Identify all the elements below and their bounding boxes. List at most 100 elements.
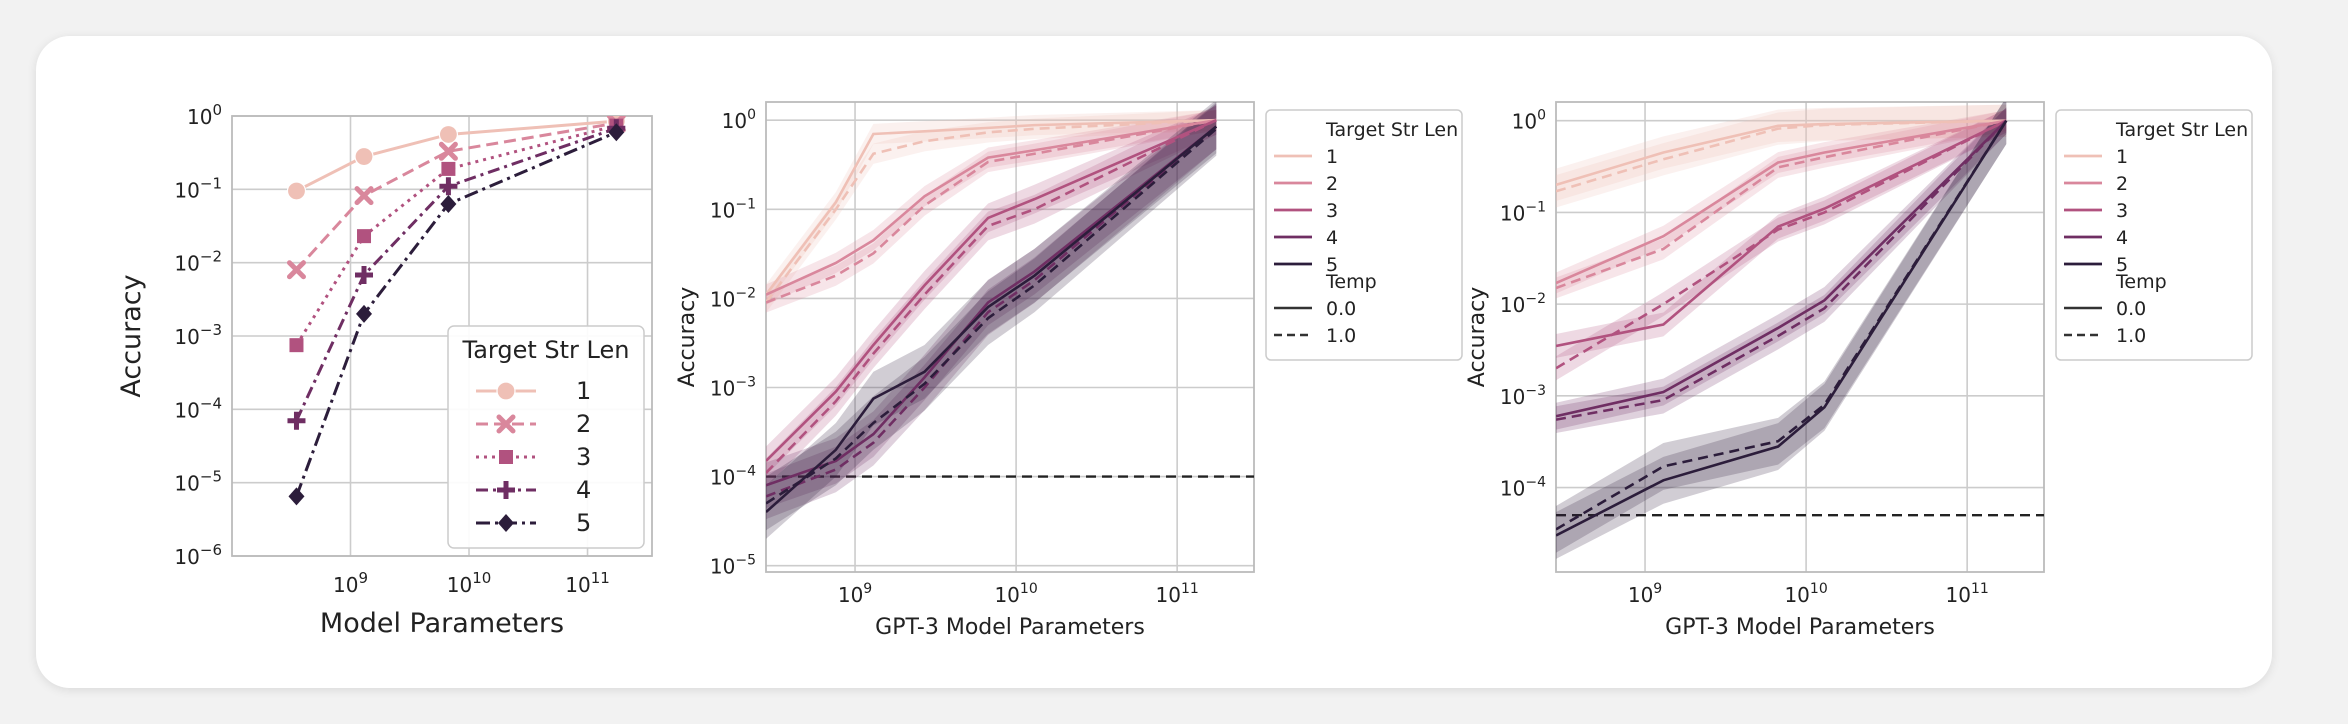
legend-label: 5 [1326, 254, 1338, 276]
x-tick-label: 1010 [447, 569, 492, 597]
series-line-1-temp-0.0 [766, 118, 1217, 296]
x-axis-label: GPT-3 Model Parameters [1665, 615, 1935, 640]
y-tick-label: 10−6 [174, 541, 222, 569]
series-line-1-temp-1.0 [766, 118, 1217, 304]
ci-band-1 [1556, 104, 2007, 208]
y-tick-label: 100 [722, 107, 756, 133]
point-3-square [441, 161, 456, 176]
plot-frame [231, 115, 653, 557]
point-5-diamond [356, 304, 373, 323]
x-axis-label: Model Parameters [320, 608, 564, 639]
x-tick-label: 1011 [1946, 581, 1989, 607]
x-tick-label: 1010 [1784, 581, 1827, 607]
legend-marker-x [496, 414, 516, 434]
point-2-x [286, 260, 306, 280]
y-tick-label: 10−4 [710, 464, 756, 490]
legend-marker-plus [497, 481, 515, 499]
y-axis-label: Accuracy [116, 274, 147, 397]
ci-band-4 [1556, 107, 2007, 430]
y-tick-label: 10−4 [174, 394, 222, 422]
legend-title: Target Str Len [2115, 119, 2248, 141]
point-2-x [354, 186, 374, 206]
series-line-4-temp-0.0 [766, 125, 1218, 487]
y-tick-label: 10−3 [174, 321, 222, 349]
series-line-3-temp-1.0 [1556, 119, 2007, 370]
chart-panel-2: 100 10−1 10−2 10−3 10−4 10−5 109 1010 1011 GPT-3 … [675, 101, 1463, 640]
point-5-diamond [288, 487, 305, 506]
y-tick-label: 10−3 [1500, 383, 1546, 409]
series-line-5-temp-0.0 [766, 125, 1218, 514]
y-tick-label: 10−1 [174, 174, 222, 202]
y-tick-label: 10−5 [174, 468, 222, 496]
legend-label: 1 [1326, 146, 1338, 168]
ci-band-3 [766, 105, 1217, 488]
plot-area [766, 102, 1254, 539]
x-tick-label: 1010 [994, 581, 1037, 607]
ci-band-1 [1556, 104, 2007, 201]
ci-band-3 [1556, 108, 2007, 358]
plot-frame [1555, 101, 2045, 573]
legend-label: 1 [2116, 146, 2128, 168]
plot-frame [765, 101, 1255, 573]
point-1-circle [438, 124, 459, 145]
legend-label: 4 [576, 476, 591, 504]
series-line-5-temp-0.0 [1556, 120, 2008, 537]
series-line-2-temp-1.0 [766, 118, 1217, 304]
series-line-3-temp-1.0 [766, 119, 1217, 474]
ci-band-1 [766, 110, 1217, 313]
point-5-diamond [608, 123, 625, 142]
legend-label: 3 [576, 443, 591, 471]
legend-label: 5 [2116, 254, 2128, 276]
y-tick-label: 10−2 [710, 285, 756, 311]
series-line-3 [295, 124, 617, 346]
legend-style-label: 1.0 [2116, 325, 2146, 347]
series-line-2 [295, 121, 617, 271]
point-1-circle [286, 181, 307, 201]
point-3-square [289, 338, 304, 353]
point-4-plus [439, 177, 458, 196]
legend-marker-square [499, 450, 513, 464]
point-4-plus [355, 265, 374, 284]
series-line-1-temp-1.0 [1556, 119, 2007, 193]
point-5-diamond [440, 195, 457, 214]
ci-band-5 [766, 102, 1217, 539]
plot-area [1556, 102, 2044, 559]
ci-band-2 [1556, 110, 2007, 299]
series-line-5-temp-1.0 [766, 127, 1218, 505]
series-line-3-temp-0.0 [766, 118, 1217, 462]
legend-marker-diamond [498, 514, 514, 532]
legend-label: 4 [1326, 227, 1338, 249]
chart-panel-1: 100 10−1 10−2 10−3 10−4 10−5 10−6 109 1010 1011Mo… [116, 101, 653, 639]
y-tick-label: 100 [187, 101, 222, 129]
legend-label: 5 [576, 509, 591, 537]
plot-area [286, 116, 626, 506]
series-line-5-temp-1.0 [1556, 120, 2008, 531]
y-tick-label: 100 [1512, 108, 1546, 134]
legend-label: 4 [2116, 227, 2128, 249]
y-axis-label: Accuracy [1465, 287, 1490, 387]
series-line-5 [295, 130, 617, 497]
y-tick-label: 10−1 [1500, 199, 1546, 225]
x-tick-label: 109 [1628, 581, 1662, 607]
y-axis-label: Accuracy [675, 287, 700, 387]
x-tick-label: 1011 [1156, 581, 1199, 607]
series-line-4-temp-0.0 [1556, 119, 2008, 418]
legend-style-title: Temp [2115, 271, 2167, 293]
chart-panel-3: 100 10−1 10−2 10−3 10−4 109 1010 1011 GPT-3 Mode… [1465, 101, 2253, 640]
y-tick-label: 10−3 [710, 375, 756, 401]
point-3-square [357, 229, 372, 244]
x-tick-label: 1011 [565, 569, 610, 597]
legend-box [1265, 109, 1463, 361]
legend: Target Str Len 1 2 3 4 5 [447, 325, 645, 549]
y-tick-label: 10−2 [1500, 291, 1546, 317]
legend-title: Target Str Len [1325, 119, 1458, 141]
legend-title: Target Str Len [462, 336, 630, 364]
y-tick-label: 10−5 [710, 553, 756, 579]
figure-card: 100 10−1 10−2 10−3 10−4 10−5 10−6 109 1010 1011 Mo… [36, 36, 2272, 688]
y-tick-label: 10−2 [174, 248, 222, 276]
series-line-4-temp-1.0 [1556, 119, 2008, 421]
legend-label: 3 [2116, 200, 2128, 222]
